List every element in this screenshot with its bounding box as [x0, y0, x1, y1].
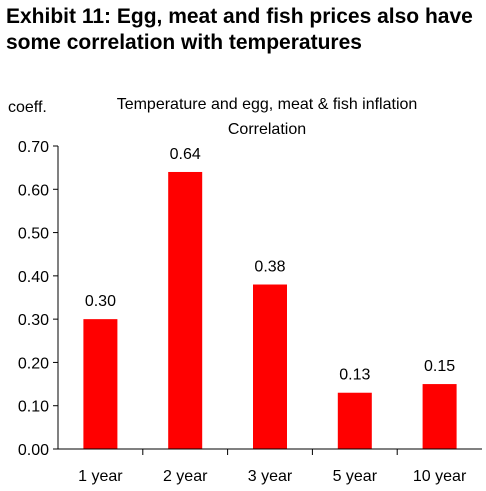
bar: [422, 384, 457, 449]
data-label: 0.38: [254, 259, 285, 276]
chart-title: Temperature and egg, meat & fish inflati…: [117, 96, 418, 113]
y-tick-label: 0.20: [18, 355, 49, 372]
y-tick-label: 0.60: [18, 182, 49, 199]
y-tick-label: 0.00: [18, 442, 49, 459]
y-axis-label: coeff.: [8, 99, 47, 116]
bar: [168, 171, 203, 449]
x-tick-label: 2 year: [163, 468, 208, 485]
data-label: 0.15: [424, 358, 455, 375]
y-tick-label: 0.30: [18, 312, 49, 329]
bar: [83, 319, 118, 449]
y-tick-label: 0.10: [18, 399, 49, 416]
bar: [337, 392, 372, 449]
y-tick-label: 0.50: [18, 226, 49, 243]
data-label: 0.64: [170, 146, 201, 163]
x-tick-label: 1 year: [78, 468, 123, 485]
y-tick-label: 0.40: [18, 269, 49, 286]
chart-subtitle: Correlation: [228, 121, 306, 138]
exhibit-title: Exhibit 11: Egg, meat and fish prices al…: [6, 5, 473, 54]
x-tick-label: 5 year: [333, 468, 378, 485]
data-label: 0.13: [339, 367, 370, 384]
x-tick-label: 3 year: [248, 468, 293, 485]
bar: [253, 284, 287, 449]
x-tick-label: 10 year: [413, 468, 467, 485]
data-label: 0.30: [85, 293, 116, 310]
y-tick-label: 0.70: [18, 139, 49, 156]
